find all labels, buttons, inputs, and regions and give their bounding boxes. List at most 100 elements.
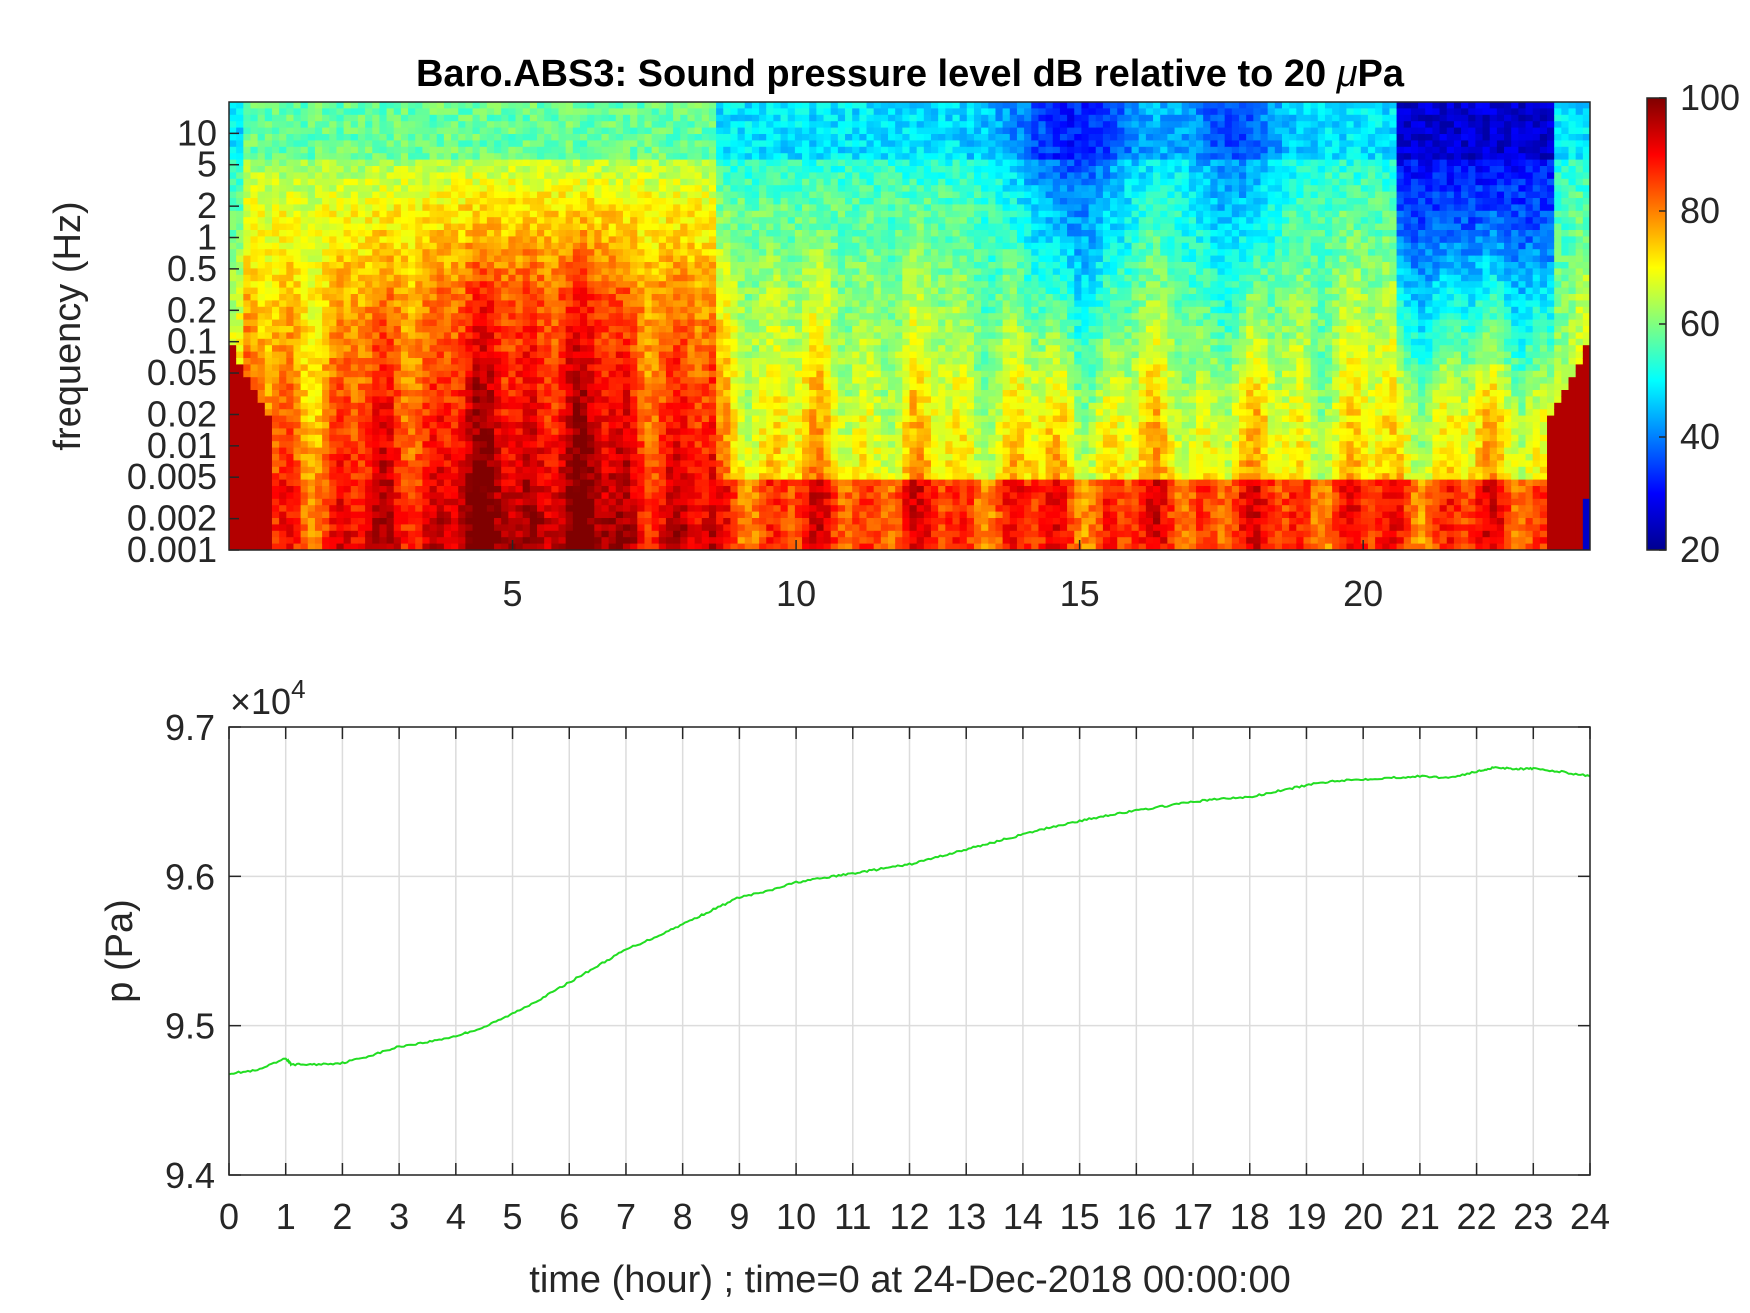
spectrogram-cell bbox=[250, 172, 259, 180]
spectrogram-cell bbox=[229, 274, 237, 282]
spectrogram-cell bbox=[558, 524, 567, 532]
spectrogram-cell bbox=[622, 524, 631, 532]
spectrogram-cell bbox=[279, 332, 287, 340]
spectrogram-cell bbox=[286, 306, 295, 314]
spectrogram-cell bbox=[658, 364, 667, 372]
spectrogram-cell bbox=[279, 134, 287, 141]
spectrogram-cell bbox=[279, 198, 287, 205]
spectrogram-cell bbox=[723, 306, 732, 314]
spectrogram-cell bbox=[579, 447, 588, 455]
spectrogram-cell bbox=[279, 230, 287, 237]
spectrogram-cell bbox=[494, 338, 502, 346]
spectrogram-cell bbox=[680, 134, 689, 141]
spectrogram-cell bbox=[286, 447, 295, 455]
spectrogram-cell bbox=[400, 473, 409, 481]
spectrogram-cell bbox=[264, 428, 273, 436]
spectrogram-cell bbox=[579, 114, 588, 122]
spectrogram-cell bbox=[415, 185, 423, 193]
spectrogram-cell bbox=[615, 191, 624, 199]
spectrogram-cell bbox=[379, 166, 388, 173]
spectrogram-cell bbox=[250, 287, 259, 295]
spectrogram-cell bbox=[350, 428, 359, 436]
spectrogram-cell bbox=[314, 409, 323, 417]
spectrogram-cell bbox=[250, 191, 259, 199]
spectrogram-cell bbox=[687, 454, 696, 461]
spectrogram-cell bbox=[379, 479, 388, 487]
spectrogram-cell bbox=[271, 409, 280, 417]
spectrogram-cell bbox=[651, 300, 660, 308]
spectrogram-cell bbox=[257, 172, 266, 180]
spectrogram-cell bbox=[658, 236, 667, 244]
spectrogram-cell bbox=[229, 377, 237, 385]
spectrogram-cell bbox=[594, 434, 603, 442]
spectrogram-cell bbox=[443, 530, 452, 538]
spectrogram-cell bbox=[329, 121, 338, 129]
spectrogram-cell bbox=[293, 198, 302, 205]
spectrogram-cell bbox=[314, 473, 323, 481]
spectrogram-cell bbox=[723, 338, 732, 346]
spectrogram-cell bbox=[673, 543, 681, 550]
spectrogram-cell bbox=[537, 140, 545, 148]
spectrogram-cell bbox=[372, 294, 381, 301]
spectrogram-cell bbox=[465, 114, 474, 122]
spectrogram-cell bbox=[479, 473, 488, 481]
spectrogram-cell bbox=[257, 262, 266, 269]
spectrogram-cell bbox=[372, 543, 381, 550]
spectrogram-cell bbox=[257, 230, 266, 237]
spectrogram-cell bbox=[400, 153, 409, 161]
spectrogram-cell bbox=[622, 281, 631, 289]
spectrogram-cell bbox=[501, 524, 509, 532]
spectrogram-cell bbox=[257, 518, 266, 525]
spectrogram-cell bbox=[680, 332, 689, 340]
spectrogram-cell bbox=[622, 146, 631, 154]
spectrogram-cell bbox=[429, 210, 438, 218]
spectrogram-cell bbox=[307, 249, 316, 257]
spectrogram-cell bbox=[644, 511, 653, 519]
spectrogram-cell bbox=[379, 428, 388, 436]
spectrogram-cell bbox=[515, 486, 524, 493]
spectrogram-cell bbox=[680, 498, 689, 506]
spectrogram-cell bbox=[730, 140, 739, 148]
spectrogram-cell bbox=[680, 351, 689, 359]
spectrogram-cell bbox=[458, 249, 466, 257]
spectrogram-cell bbox=[472, 390, 481, 397]
spectrogram-cell bbox=[336, 422, 345, 429]
spectrogram-cell bbox=[279, 460, 287, 468]
spectrogram-cell bbox=[572, 530, 581, 538]
spectrogram-cell bbox=[436, 198, 445, 205]
spectrogram-cell bbox=[343, 255, 352, 263]
spectrogram-cell bbox=[544, 351, 552, 359]
spectrogram-cell bbox=[400, 351, 409, 359]
spectrogram-cell bbox=[479, 332, 488, 340]
spectrogram-cell bbox=[622, 415, 631, 423]
spectrogram-cell bbox=[314, 230, 323, 237]
spectrogram-cell bbox=[372, 428, 381, 436]
spectrogram-cell bbox=[594, 530, 603, 538]
spectrogram-cell bbox=[572, 249, 581, 257]
spectrogram-cell bbox=[522, 518, 531, 525]
spectrogram-cell bbox=[608, 460, 617, 468]
spectrogram-cell bbox=[257, 454, 266, 461]
spectrogram-cell bbox=[579, 345, 588, 353]
spectrogram-cell bbox=[393, 409, 402, 417]
spectrogram-cell bbox=[737, 172, 746, 180]
spectrogram-cell bbox=[458, 441, 466, 449]
spectrogram-cell bbox=[723, 223, 732, 231]
spectrogram-cell bbox=[572, 390, 581, 397]
spectrogram-cell bbox=[673, 505, 681, 513]
spectrogram-cell bbox=[343, 242, 352, 250]
spectrogram-cell bbox=[673, 294, 681, 301]
spectrogram-cell bbox=[336, 345, 345, 353]
spectrogram-cell bbox=[680, 178, 689, 186]
spectrogram-cell bbox=[343, 134, 352, 141]
spectrogram-cell bbox=[329, 351, 338, 359]
spectrogram-cell bbox=[522, 441, 531, 449]
spectrogram-cell bbox=[630, 217, 638, 225]
spectrogram-cell bbox=[730, 409, 739, 417]
spectrogram-cell bbox=[694, 274, 703, 282]
spectrogram-cell bbox=[465, 428, 474, 436]
spectrogram-cell bbox=[558, 319, 567, 327]
spectrogram-cell bbox=[479, 287, 488, 295]
spectrogram-cell bbox=[701, 268, 710, 276]
spectrogram-cell bbox=[300, 185, 309, 193]
